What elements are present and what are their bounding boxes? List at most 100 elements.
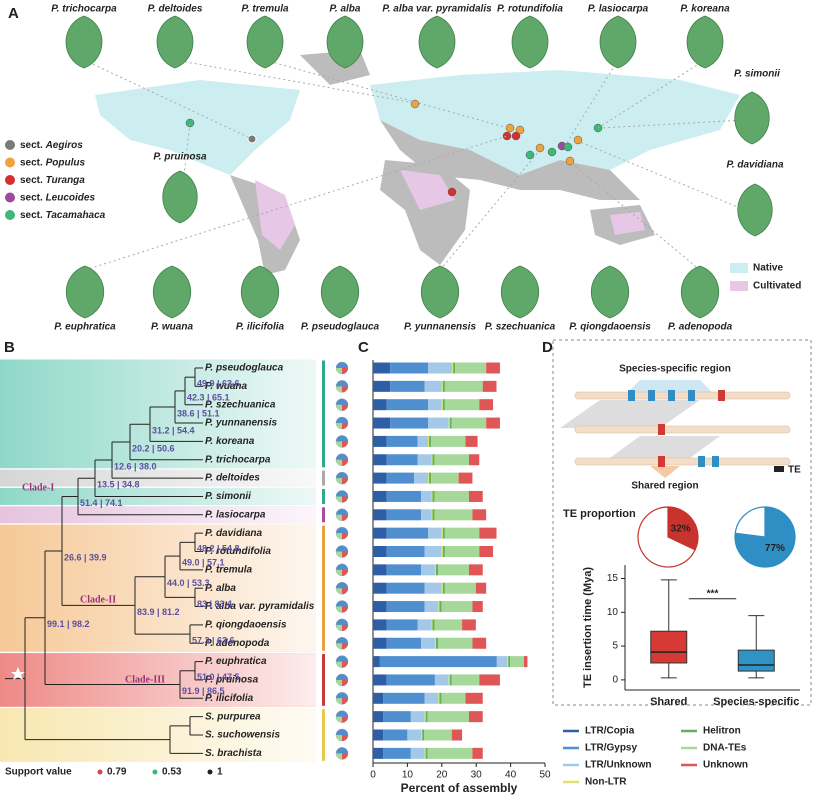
panel-d-schematic (552, 339, 812, 706)
support-label: 20.2 | 50.6 (132, 443, 175, 453)
species-label: P. deltoides (148, 4, 203, 15)
bar-segment (410, 747, 425, 759)
bar-segment (438, 601, 440, 613)
icon (336, 643, 342, 650)
bar-segment (386, 472, 415, 484)
bar-segment (379, 656, 497, 668)
region-label: Species-specific region (619, 364, 731, 375)
leaf-image (686, 15, 724, 69)
legend-prefix: sect. (20, 175, 43, 186)
panel-label: C (358, 339, 369, 356)
icon (342, 624, 348, 631)
icon (336, 423, 342, 430)
support-label: 44.0 | 53.3 (167, 578, 210, 588)
taxon-label: P. adenopoda (205, 638, 270, 649)
bar-segment (479, 527, 497, 539)
x-tick-label: 40 (505, 770, 517, 781)
bar-segment (386, 674, 435, 686)
icon (336, 624, 342, 631)
legend-name: Aegiros (45, 140, 84, 151)
bar-segment (451, 674, 480, 686)
bar-segment (407, 729, 422, 741)
y-tick-label: 15 (607, 573, 619, 584)
bar-segment (410, 711, 425, 723)
pie-slice (734, 506, 796, 568)
bar-segment (431, 454, 433, 466)
bar-segment (434, 490, 469, 502)
bar-segment (373, 674, 387, 686)
clade-band-fade (0, 653, 316, 707)
legend-name: Leucoides (46, 192, 96, 203)
bar-segment (424, 380, 442, 392)
bar-segment (424, 546, 442, 557)
composition-icon (335, 618, 349, 632)
species-label: P. wuana (151, 322, 193, 333)
composition-icon (335, 747, 349, 760)
bar-segment (373, 527, 387, 539)
bar-segment (429, 472, 432, 484)
legend-name: Populus (46, 157, 86, 168)
composition-icon (335, 655, 349, 668)
bar-segment (421, 637, 435, 649)
bar-segment (428, 472, 430, 484)
legend-label: 0.53 (162, 767, 182, 778)
composition-icon (335, 581, 349, 595)
species-label: P. qiongdaoensis (569, 322, 651, 333)
icon (342, 735, 348, 741)
bar-segment (438, 564, 469, 576)
icon (342, 588, 348, 595)
clade-bar (322, 654, 325, 706)
icon (336, 386, 342, 393)
bar-segment (496, 656, 508, 668)
composition-icon (335, 471, 349, 485)
bar-segment (373, 399, 387, 411)
legend-label: 0.79 (107, 767, 127, 778)
bar-segment (452, 362, 454, 374)
composition-icon (335, 545, 349, 558)
legend-dot (207, 769, 213, 775)
pie-label: 32% (671, 524, 691, 535)
composition-icon (335, 435, 349, 448)
icon (342, 753, 348, 760)
bar-segment (434, 619, 463, 631)
support-label: 99.1 | 98.2 (47, 619, 90, 629)
icon (336, 588, 342, 595)
bar-segment (442, 582, 445, 594)
bar-segment (462, 619, 476, 631)
legend-swatch (730, 281, 748, 291)
icon (336, 368, 342, 374)
legend-label: DNA-TEs (703, 743, 747, 754)
bar-segment (373, 692, 384, 704)
species-label: P. davidiana (726, 160, 784, 171)
bar-segment (486, 362, 500, 374)
bar-segment (386, 637, 422, 649)
x-tick-label: 0 (370, 770, 376, 781)
species-label: P. pseudoglauca (301, 322, 380, 333)
species-label: P. koreana (680, 4, 730, 15)
clade-bar (322, 507, 325, 523)
bar-segment (472, 601, 483, 613)
legend-dot (5, 140, 15, 150)
clade-bar (322, 525, 325, 651)
species-label: P. adenopoda (668, 322, 733, 333)
taxon-label: P. lasiocarpa (205, 509, 266, 520)
bar-segment (373, 417, 391, 429)
bar-segment (424, 582, 442, 594)
icon (342, 459, 348, 466)
support-label: 13.5 | 34.8 (97, 480, 140, 490)
bar-segment (427, 711, 469, 723)
bar-segment (373, 454, 387, 466)
bar-segment (428, 417, 449, 429)
clade-label: Clade-I (22, 482, 54, 493)
bar-segment (421, 729, 423, 741)
bar-segment (424, 711, 426, 723)
bar-segment (425, 711, 428, 723)
bar-segment (417, 435, 429, 447)
bar-segment (482, 380, 497, 392)
bar-segment (455, 362, 487, 374)
bar-segment (507, 656, 509, 668)
icon (336, 478, 342, 485)
bar-segment (421, 509, 432, 521)
icon (336, 679, 342, 686)
